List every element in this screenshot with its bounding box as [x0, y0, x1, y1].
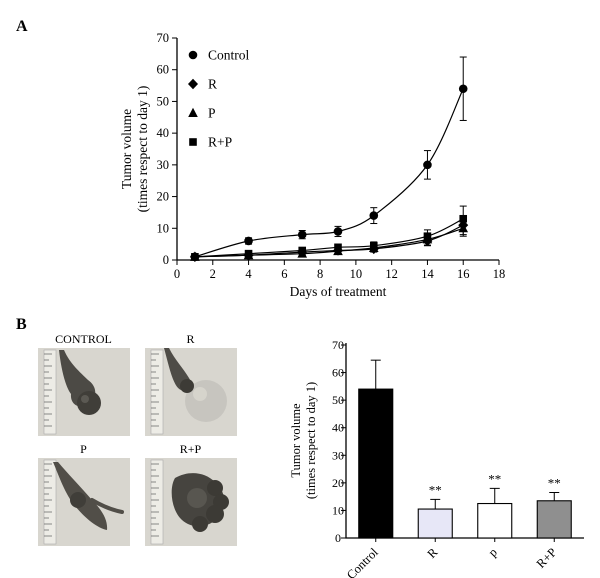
photo-cell-control: CONTROL — [36, 332, 131, 436]
svg-text:**: ** — [429, 482, 442, 497]
svg-text:Tumor volume: Tumor volume — [119, 109, 134, 189]
svg-text:Days of treatment: Days of treatment — [290, 284, 387, 299]
svg-text:14: 14 — [421, 267, 434, 281]
photo-cell-r: R — [143, 332, 238, 436]
svg-text:0: 0 — [335, 531, 341, 545]
svg-text:10: 10 — [332, 503, 344, 517]
panel-b-label: B — [16, 316, 27, 333]
svg-text:10: 10 — [350, 267, 363, 281]
tumor-photo-p — [37, 458, 130, 546]
svg-text:20: 20 — [332, 476, 344, 490]
photo-label-p: P — [80, 442, 87, 456]
tumor-volume-bar-chart-panel: 0 10 20 30 40 50 60 70 Tumor volume (times respec… — [288, 330, 600, 578]
photo-label-rp: R+P — [179, 442, 202, 456]
svg-text:Tumor volume: Tumor volume — [289, 403, 303, 478]
photo-cell-p: P — [36, 442, 131, 546]
svg-text:60: 60 — [332, 366, 344, 380]
tumor-volume-bar-chart: 0 10 20 30 40 50 60 70 Tumor volume (times respec… — [289, 338, 584, 578]
svg-text:R: R — [208, 77, 217, 92]
photo-label-control: CONTROL — [55, 332, 112, 346]
svg-text:R: R — [425, 545, 441, 561]
svg-text:2: 2 — [210, 267, 216, 281]
svg-text:70: 70 — [157, 31, 170, 45]
photo-cell-rp: R+P — [143, 442, 238, 546]
svg-text:10: 10 — [157, 221, 170, 235]
tumor-photo-rp — [144, 458, 237, 546]
tumor-growth-line-chart: 0 2 4 6 8 10 12 14 16 18 0 10 20 30 40 50 60 70 Days of tr… — [119, 31, 506, 299]
svg-text:6: 6 — [281, 267, 287, 281]
svg-text:**: ** — [488, 471, 501, 486]
tumor-growth-chart-panel: 0 2 4 6 8 10 12 14 16 18 0 10 20 30 40 50 60 70 Days of tr… — [105, 14, 590, 314]
svg-text:R+P: R+P — [534, 545, 560, 571]
svg-text:8: 8 — [317, 267, 323, 281]
tumor-photo-control — [37, 348, 130, 436]
svg-text:30: 30 — [157, 158, 170, 172]
svg-text:30: 30 — [332, 448, 344, 462]
svg-text:40: 40 — [332, 421, 344, 435]
svg-text:12: 12 — [385, 267, 398, 281]
svg-text:(times respect to day 1): (times respect to day 1) — [135, 86, 150, 213]
svg-text:**: ** — [548, 476, 561, 491]
tumor-photo-r — [144, 348, 237, 436]
svg-text:Control: Control — [344, 545, 381, 578]
svg-text:60: 60 — [157, 63, 170, 77]
svg-text:Control: Control — [208, 48, 250, 63]
panel-a-label: A — [16, 18, 28, 35]
svg-text:0: 0 — [163, 253, 169, 267]
svg-text:50: 50 — [157, 94, 170, 108]
svg-text:4: 4 — [245, 267, 252, 281]
photo-label-r: R — [186, 332, 195, 346]
svg-text:(times respect to day 1): (times respect to day 1) — [304, 382, 318, 499]
svg-text:p: p — [486, 545, 500, 559]
svg-text:40: 40 — [157, 126, 170, 140]
svg-text:R+P: R+P — [208, 135, 232, 150]
svg-text:P: P — [208, 106, 216, 121]
svg-text:18: 18 — [493, 267, 506, 281]
tumor-photo-grid: CONTROL R P — [36, 332, 238, 546]
svg-text:50: 50 — [332, 393, 344, 407]
svg-text:20: 20 — [157, 190, 170, 204]
svg-text:16: 16 — [457, 267, 470, 281]
svg-text:70: 70 — [332, 338, 344, 352]
svg-text:0: 0 — [174, 267, 180, 281]
